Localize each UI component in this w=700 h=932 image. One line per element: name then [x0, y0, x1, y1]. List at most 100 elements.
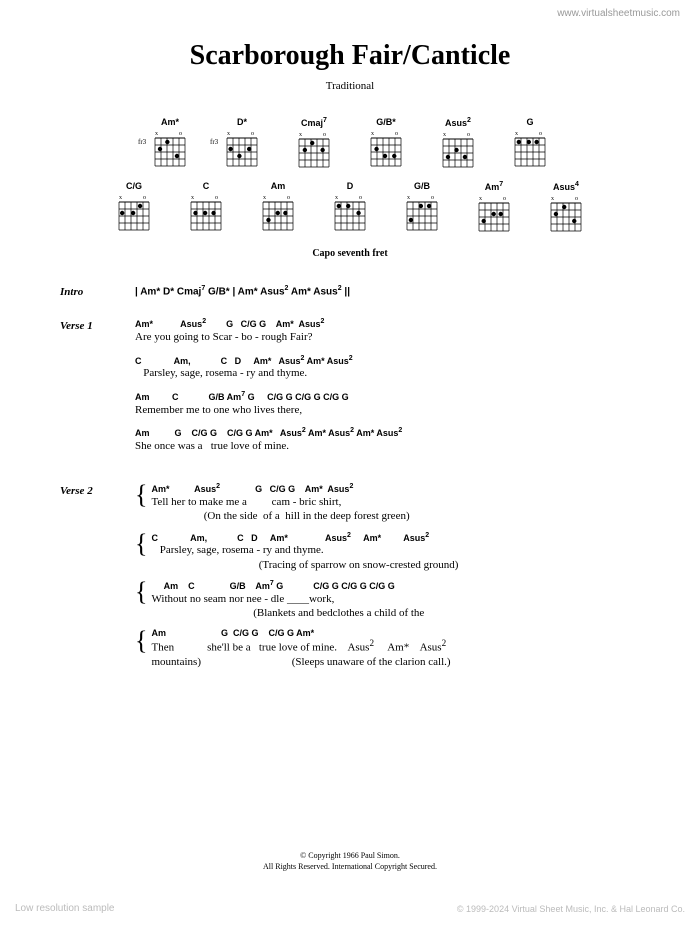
- svg-text:x: x: [407, 195, 410, 201]
- chord-name: Cmaj7: [301, 117, 327, 128]
- svg-text:o: o: [251, 131, 254, 137]
- svg-text:x: x: [515, 131, 518, 137]
- chord-line: C Am, C D Am* Asus2 Am* Asus2: [135, 355, 640, 367]
- lyric-line-canticle: (Tracing of sparrow on snow-crested grou…: [151, 558, 640, 572]
- svg-text:o: o: [503, 196, 506, 202]
- svg-text:x: x: [443, 132, 446, 138]
- lyric-line-main: Without no seam nor nee - dle ____work,: [151, 592, 640, 606]
- svg-text:x: x: [227, 131, 230, 137]
- sheet-music-page: Scarborough Fair/Canticle Traditional Am…: [0, 0, 700, 718]
- svg-text:o: o: [143, 195, 146, 201]
- svg-text:o: o: [215, 195, 218, 201]
- svg-text:o: o: [323, 132, 326, 138]
- chord-name: Am*: [161, 117, 179, 127]
- chord-diagram: C/G x o: [109, 181, 159, 233]
- verse1-body: Am* Asus2 G C/G G Am* Asus2Are you going…: [135, 318, 640, 463]
- svg-text:o: o: [539, 131, 542, 137]
- chord-diagram: Gx o: [505, 117, 555, 169]
- chord-name: G: [526, 117, 533, 127]
- watermark-right: © 1999-2024 Virtual Sheet Music, Inc. & …: [457, 904, 685, 914]
- svg-text:o: o: [575, 196, 578, 202]
- chord-line: C Am, C D Am* Asus2 Am* Asus2: [151, 532, 640, 544]
- verse2-body: { Am* Asus2 G C/G G Am* Asus2Tell her to …: [135, 483, 640, 678]
- verse2-label: Verse 2: [60, 483, 135, 678]
- chord-diagram: Cmaj7 x o: [289, 117, 339, 169]
- lyric-line-main: Parsley, sage, rosema - ry and thyme.: [151, 543, 640, 557]
- lyric-line-main: Then she'll be a true love of mine. Asus…: [151, 638, 640, 655]
- brace-icon: {: [135, 580, 147, 620]
- brace-group: { Am* Asus2 G C/G G Am* Asus2Tell her to …: [135, 483, 640, 523]
- chord-name: C/G: [126, 181, 142, 191]
- lyric-line: She once was a true love of mine.: [135, 439, 640, 453]
- svg-text:x: x: [551, 196, 554, 202]
- chord-row-1: Am*fr3xoD*fr3xoCmaj7xoG/B*xoAsus2xoGxo: [60, 117, 640, 169]
- chord-diagram: Asus4 x o: [541, 181, 591, 233]
- brace-icon: {: [135, 629, 147, 670]
- chord-name: G/B: [414, 181, 430, 191]
- lyric-line: Are you going to Scar - bo - rough Fair?: [135, 330, 640, 344]
- intro-label: Intro: [60, 284, 135, 298]
- chord-line: Am C G/B Am7 G C/G G C/G G C/G G: [151, 580, 640, 592]
- lyric-block: Am G C/G G C/G G Am* Asus2 Am* Asus2 Am*…: [135, 427, 640, 453]
- svg-text:x: x: [335, 195, 338, 201]
- copyright-line2: All Rights Reserved. International Copyr…: [0, 861, 700, 872]
- brace-icon: {: [135, 532, 147, 572]
- chord-name: Asus2: [445, 117, 471, 128]
- lyric-block: Am* Asus2 G C/G G Am* Asus2Are you going…: [135, 318, 640, 344]
- song-subtitle: Traditional: [60, 80, 640, 92]
- svg-text:x: x: [119, 195, 122, 201]
- brace-group: { C Am, C D Am* Asus2 Am* Asus2 Parsley, …: [135, 532, 640, 572]
- chord-name: D: [347, 181, 354, 191]
- lyric-line-canticle: mountains) (Sleeps unaware of the clario…: [151, 655, 640, 669]
- chord-diagrams: Am*fr3xoD*fr3xoCmaj7xoG/B*xoAsus2xoGxo C…: [60, 117, 640, 233]
- intro-chords: | Am* D* Cmaj7 G/B* | Am* Asus2 Am* Asus…: [135, 284, 640, 298]
- lyric-block: C Am, C D Am* Asus2 Am* Asus2 Parsley, s…: [135, 355, 640, 381]
- svg-text:x: x: [371, 131, 374, 137]
- intro-section: Intro | Am* D* Cmaj7 G/B* | Am* Asus2 Am…: [60, 284, 640, 298]
- svg-text:x: x: [299, 132, 302, 138]
- song-title: Scarborough Fair/Canticle: [60, 40, 640, 72]
- verse2-section: Verse 2 { Am* Asus2 G C/G G Am* Asus2Tell…: [60, 483, 640, 678]
- svg-text:o: o: [179, 131, 182, 137]
- copyright-line1: © Copyright 1966 Paul Simon.: [0, 850, 700, 861]
- chord-name: Am7: [485, 181, 503, 192]
- chord-diagram: G/B x o: [397, 181, 447, 233]
- svg-text:o: o: [467, 132, 470, 138]
- svg-text:x: x: [263, 195, 266, 201]
- svg-text:o: o: [431, 195, 434, 201]
- chord-diagram: D*fr3xo: [217, 117, 267, 169]
- chord-row-2: C/GxoCxoAmxoDxoG/BxoAm7xoAsus4xo: [60, 181, 640, 233]
- chord-diagram: Asus2 x o: [433, 117, 483, 169]
- lyric-line: Parsley, sage, rosema - ry and thyme.: [135, 366, 640, 380]
- chord-diagram: G/B*x o: [361, 117, 411, 169]
- svg-text:o: o: [395, 131, 398, 137]
- chord-line: Am* Asus2 G C/G G Am* Asus2: [151, 483, 640, 495]
- svg-text:x: x: [155, 131, 158, 137]
- lyric-block: Am C G/B Am7 G C/G G C/G G C/G GRemember…: [135, 391, 640, 417]
- watermark-bottom: Low resolution sample: [15, 903, 115, 914]
- copyright: © Copyright 1966 Paul Simon. All Rights …: [0, 850, 700, 872]
- chord-diagram: Am7x o: [469, 181, 519, 233]
- svg-text:o: o: [287, 195, 290, 201]
- lyric-line: Remember me to one who lives there,: [135, 403, 640, 417]
- capo-note: Capo seventh fret: [60, 248, 640, 259]
- svg-text:o: o: [359, 195, 362, 201]
- chord-name: Asus4: [553, 181, 579, 192]
- chord-name: G/B*: [376, 117, 396, 127]
- lyric-line-main: Tell her to make me a cam - bric shirt,: [151, 495, 640, 509]
- chord-line: Am C G/B Am7 G C/G G C/G G C/G G: [135, 391, 640, 403]
- brace-icon: {: [135, 483, 147, 523]
- chord-diagram: Cx o: [181, 181, 231, 233]
- svg-text:x: x: [191, 195, 194, 201]
- chord-name: Am: [271, 181, 286, 191]
- chord-line: Am G C/G G C/G G Am* Asus2 Am* Asus2 Am*…: [135, 427, 640, 439]
- chord-name: D*: [237, 117, 247, 127]
- brace-group: { Am C G/B Am7 G C/G G C/G G C/G GWithou…: [135, 580, 640, 620]
- lyric-line-canticle: (Blankets and bedclothes a child of the: [151, 606, 640, 620]
- chord-name: C: [203, 181, 210, 191]
- chord-line: Am G C/G G C/G G Am*: [151, 629, 640, 639]
- chord-diagram: Dx o: [325, 181, 375, 233]
- brace-group: { Am G C/G G C/G G Am*Then she'll be a tr…: [135, 629, 640, 670]
- verse1-label: Verse 1: [60, 318, 135, 463]
- svg-text:x: x: [479, 196, 482, 202]
